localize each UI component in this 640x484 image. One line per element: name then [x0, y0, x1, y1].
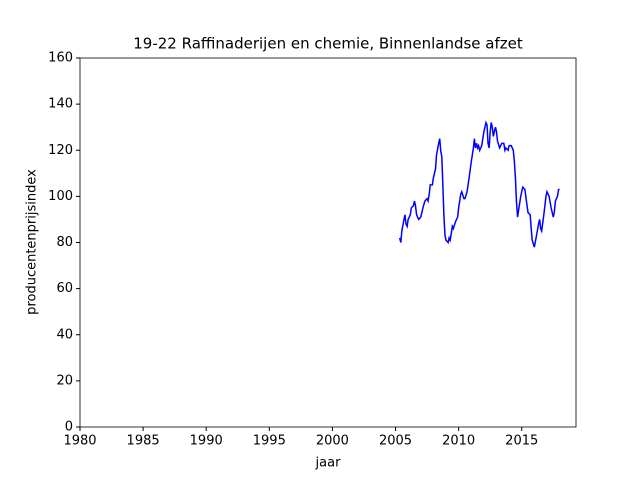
- y-tick-label: 100: [48, 189, 73, 204]
- y-tick-label: 160: [48, 51, 73, 66]
- x-tick-label: 1980: [63, 434, 96, 449]
- x-tick-label: 2010: [442, 434, 475, 449]
- x-tick-label: 2005: [379, 434, 412, 449]
- y-tick-label: 60: [56, 281, 73, 296]
- y-tick-label: 20: [56, 373, 73, 388]
- y-tick-label: 80: [56, 235, 73, 250]
- y-tick-label: 140: [48, 97, 73, 112]
- data-line: [398, 120, 560, 248]
- x-tick-label: 1995: [253, 434, 286, 449]
- x-tick-label: 2000: [316, 434, 349, 449]
- x-tick-label: 2015: [505, 434, 538, 449]
- y-tick-label: 0: [65, 420, 73, 435]
- x-tick-label: 1985: [127, 434, 160, 449]
- y-tick-label: 40: [56, 327, 73, 342]
- x-axis-label: jaar: [315, 456, 342, 471]
- chart-title: 19-22 Raffinaderijen en chemie, Binnenla…: [133, 35, 523, 53]
- y-axis-label: producentenprijsindex: [25, 169, 40, 315]
- y-tick-label: 120: [48, 143, 73, 158]
- x-tick-label: 1990: [190, 434, 223, 449]
- plot-frame: [79, 57, 577, 428]
